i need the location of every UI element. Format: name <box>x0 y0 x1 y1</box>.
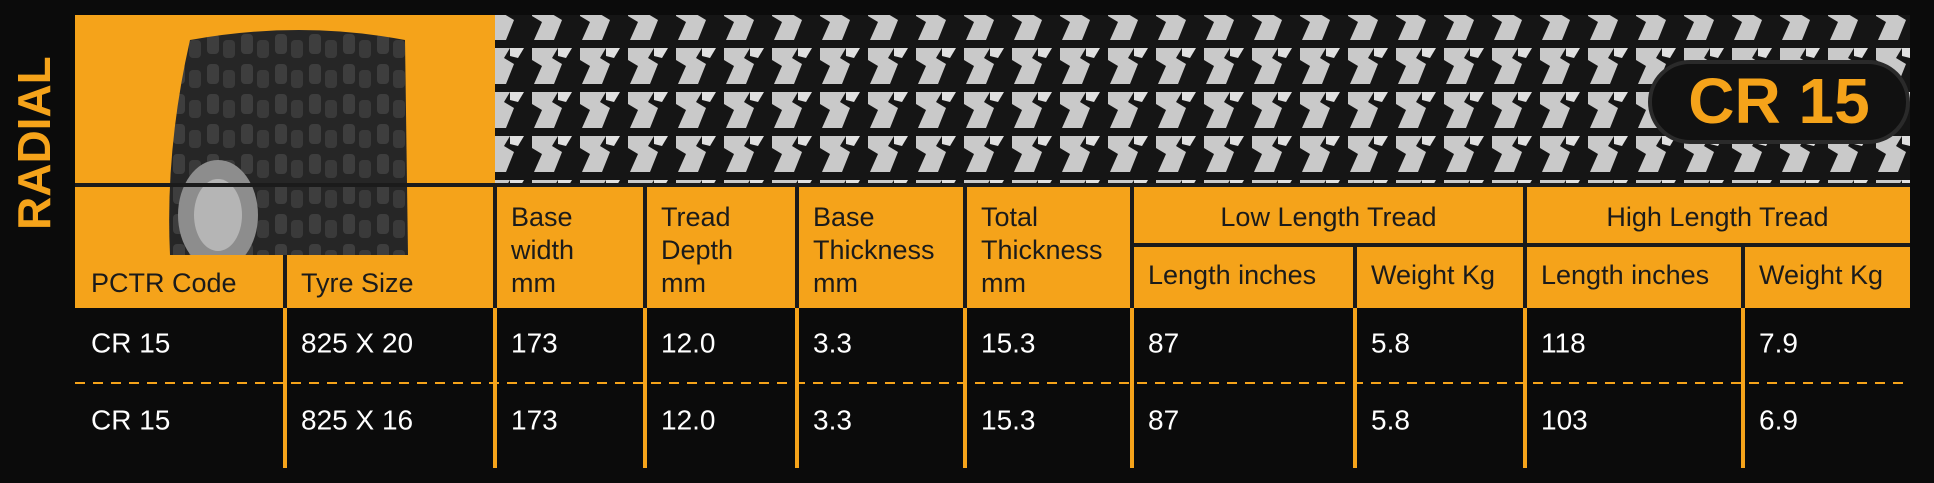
badge-bg <box>1648 60 1910 144</box>
group-header: Low Length Tread <box>1220 202 1436 232</box>
group-header: High Length Tread <box>1606 202 1828 232</box>
cell: CR 15 <box>91 327 170 358</box>
cell: CR 15 <box>91 404 170 435</box>
cell: 7.9 <box>1759 327 1798 358</box>
column-header: Base <box>813 202 875 232</box>
subcolumn-header: Weight Kg <box>1759 260 1883 290</box>
column-header: Tyre Size <box>301 268 414 298</box>
cell: 12.0 <box>661 327 716 358</box>
cell: 173 <box>511 327 558 358</box>
cell: 15.3 <box>981 327 1036 358</box>
cell: 87 <box>1148 327 1179 358</box>
column-header: Thickness <box>813 235 935 265</box>
cell: 825 X 20 <box>301 327 413 358</box>
column-header: mm <box>511 268 556 298</box>
cell: 15.3 <box>981 404 1036 435</box>
column-header: Base <box>511 202 573 232</box>
cell: 118 <box>1541 327 1586 358</box>
column-header: PCTR Code <box>91 268 237 298</box>
column-header: width <box>510 235 574 265</box>
cell: 103 <box>1541 404 1588 435</box>
cell: 87 <box>1148 404 1179 435</box>
cell: 12.0 <box>661 404 716 435</box>
cell: 825 X 16 <box>301 404 413 435</box>
cell: 173 <box>511 404 558 435</box>
cell: 5.8 <box>1371 327 1410 358</box>
cell: 5.8 <box>1371 404 1410 435</box>
column-header: Depth <box>661 235 733 265</box>
column-header: mm <box>661 268 706 298</box>
cell: 6.9 <box>1759 404 1798 435</box>
column-header: mm <box>813 268 858 298</box>
column-header: mm <box>981 268 1026 298</box>
column-header: Total <box>981 202 1038 232</box>
column-header: Thickness <box>981 235 1103 265</box>
grid <box>75 183 1910 468</box>
cell: 3.3 <box>813 327 852 358</box>
subcolumn-header: Length inches <box>1148 260 1316 290</box>
badge-label: CR 15 <box>1688 65 1869 137</box>
cell: 3.3 <box>813 404 852 435</box>
brand-label: RADIAL <box>8 56 60 230</box>
subcolumn-header: Weight Kg <box>1371 260 1495 290</box>
subcolumn-header: Length inches <box>1541 260 1709 290</box>
column-header: Tread <box>661 202 731 232</box>
